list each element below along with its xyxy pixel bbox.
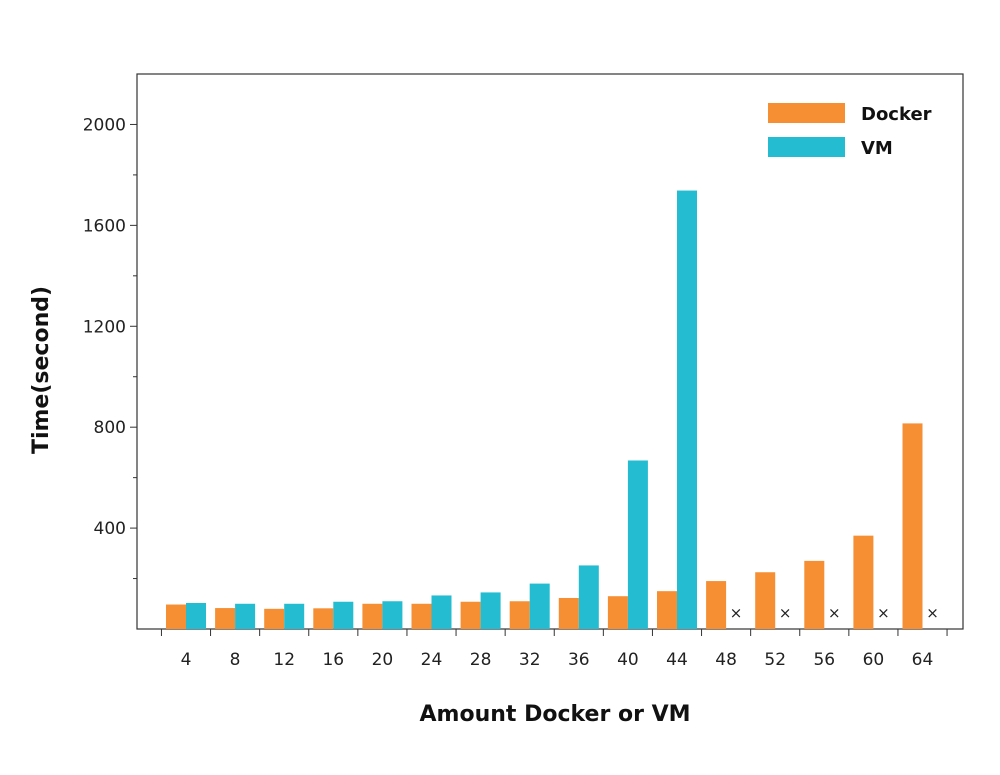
missing-marker-vm: × [877,604,890,622]
y-tick-label: 1200 [83,317,126,337]
x-tick-label: 4 [181,650,192,670]
bar-docker [460,601,481,629]
bar-docker [706,581,727,629]
x-tick-label: 32 [519,650,541,670]
legend-swatch-docker [768,103,845,123]
bar-vm [284,603,305,629]
x-tick-label: 16 [322,650,344,670]
legend: Docker VM [768,103,932,159]
x-tick-label: 56 [813,650,835,670]
bar-docker [607,596,628,629]
missing-marker-vm: × [926,604,939,622]
bar-docker [264,608,285,629]
x-axis-title: Amount Docker or VM [420,702,691,727]
bar-vm [578,565,599,629]
bar-docker [657,591,677,629]
bar-docker [902,423,923,629]
bars: × × × × × [166,190,939,630]
y-axis-title: Time(second) [29,286,54,454]
bar-vm [480,592,501,629]
x-tick-label: 60 [863,650,885,670]
y-axis-ticks: 400 800 1200 1600 2000 [83,115,137,580]
bar-docker [362,603,383,629]
bar-docker [755,572,776,629]
bar-vm [677,190,697,630]
bar-vm [431,595,452,629]
x-tick-label: 52 [764,650,786,670]
legend-swatch-vm [768,137,845,157]
x-tick-label: 12 [273,650,295,670]
bar-vm [627,460,648,629]
y-tick-label: 800 [94,418,126,438]
missing-marker-vm: × [730,604,743,622]
bar-vm [382,601,403,629]
bar-docker [804,560,825,629]
bar-vm [529,583,550,629]
x-tick-label: 44 [666,650,688,670]
x-tick-label: 20 [372,650,394,670]
x-tick-label: 28 [470,650,492,670]
legend-label-vm: VM [861,138,893,159]
bar-vm [235,603,256,629]
y-tick-label: 2000 [83,115,126,135]
x-tick-label: 64 [912,650,934,670]
legend-label-docker: Docker [861,104,932,125]
y-tick-label: 1600 [83,216,126,236]
bar-docker [313,608,334,629]
bar-docker [558,597,579,629]
bar-docker [166,604,186,629]
y-tick-label: 400 [94,519,126,539]
missing-marker-vm: × [828,604,841,622]
bar-vm [186,603,206,629]
bar-docker [411,603,432,629]
x-tick-label: 40 [617,650,639,670]
bar-docker [215,608,236,629]
bar-vm [333,601,354,629]
x-tick-label: 36 [568,650,590,670]
plot-frame [136,73,964,630]
x-tick-label: 48 [715,650,737,670]
x-tick-label: 24 [421,650,443,670]
bar-docker [853,535,874,629]
bar-docker [509,601,530,629]
x-tick-label: 8 [230,650,241,670]
missing-marker-vm: × [779,604,792,622]
x-axis-ticks: 4 8 12 16 20 24 28 32 36 40 44 48 52 56 60 64 [160,629,948,670]
